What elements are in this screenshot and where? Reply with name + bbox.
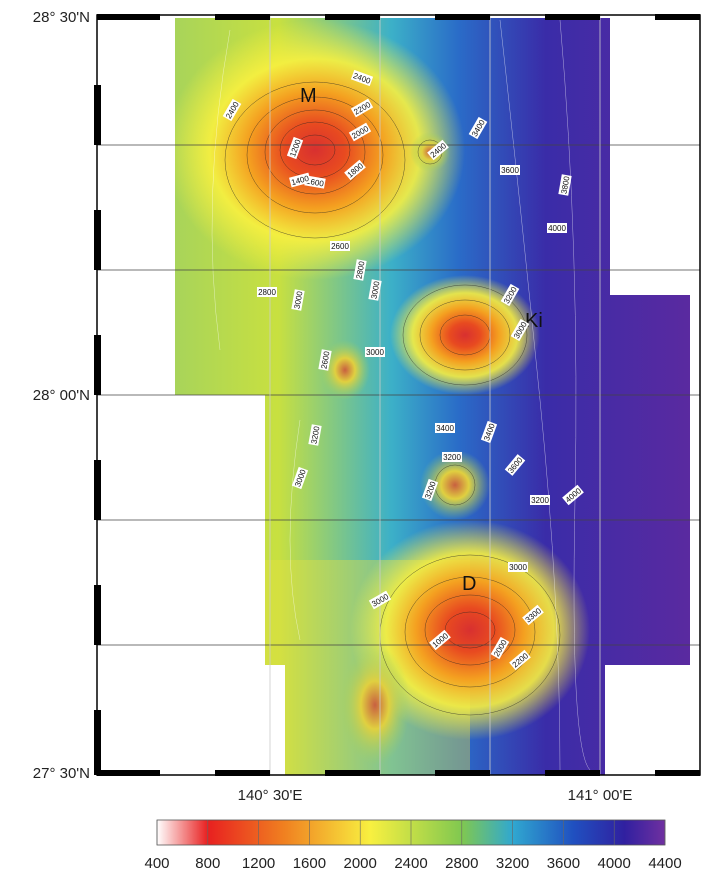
contour-label-box — [257, 287, 277, 297]
colorbar-tick-label: 2000 — [344, 855, 377, 872]
colorbar-tick-label: 4000 — [598, 855, 631, 872]
contour-label-box — [289, 172, 311, 188]
contour-label-box — [510, 318, 530, 342]
contour-label: 3200 — [531, 496, 549, 505]
contour-label-box — [468, 116, 488, 140]
lat-label: 28° 00'N — [33, 387, 90, 404]
colorbar-tick-label: 1200 — [242, 855, 275, 872]
depth-surface — [175, 18, 690, 775]
contour-label-box — [421, 478, 439, 502]
contour-label-box — [350, 98, 374, 118]
lat-label: 27° 30'N — [33, 765, 90, 782]
contour-label-box — [530, 495, 550, 505]
contour-label: 4000 — [548, 224, 566, 233]
contour-label-box — [291, 466, 309, 490]
colorbar-tick-label: 2400 — [394, 855, 427, 872]
contour-label-box — [291, 289, 305, 311]
feature-label: Ki — [525, 310, 543, 332]
colorbar-tick-label: 3600 — [547, 855, 580, 872]
graticule — [97, 15, 700, 775]
contour-label-box — [508, 562, 528, 572]
contour-label: 3600 — [501, 166, 519, 175]
contour-label-box — [547, 223, 567, 233]
contour-label-box — [427, 139, 449, 161]
contour-label-box — [562, 484, 584, 506]
lat-label: 28° 30'N — [33, 9, 90, 26]
contour-label-box — [353, 259, 367, 281]
contour-label-box — [222, 98, 242, 122]
contour-label: 3000 — [509, 563, 527, 572]
lon-label: 140° 30'E — [238, 787, 303, 804]
contour-label-box — [509, 649, 531, 671]
contour-label-box — [350, 69, 374, 87]
contour-label-box — [286, 136, 304, 160]
contour-label-box — [429, 629, 451, 651]
contour-label-box — [318, 349, 332, 371]
feature-label: D — [462, 573, 476, 595]
colorbar-tick-label: 3200 — [496, 855, 529, 872]
contour-label-box — [344, 159, 366, 181]
map-frame — [94, 14, 701, 776]
colorbar-tick-label: 400 — [144, 855, 169, 872]
colorbar-ticks: 400 800 1200 1600 2000 2400 2800 3200 3600 4000 44… — [144, 820, 682, 872]
colorbar-tick-label: 1600 — [293, 855, 326, 872]
contour-label: 3800 — [560, 175, 572, 195]
contour-label: 3400 — [436, 424, 454, 433]
contour-label: 3000 — [293, 290, 305, 310]
contour-label: 2800 — [258, 288, 276, 297]
contour-label: 1600 — [305, 177, 325, 189]
contour-label-box — [365, 347, 385, 357]
contour-label-box — [368, 279, 382, 301]
contour-label: 2600 — [320, 350, 332, 370]
contour-label: 3200 — [443, 453, 461, 462]
colorbar-tick-label: 2800 — [445, 855, 478, 872]
contour-label-box — [368, 590, 392, 610]
contour-label: 3000 — [366, 348, 384, 357]
contour-label-box — [504, 454, 526, 476]
contour-label-box — [522, 604, 544, 626]
contour-label-box — [330, 241, 350, 251]
contour-label-box — [490, 636, 510, 660]
contour-label-box — [500, 165, 520, 175]
contour-label: 2600 — [331, 242, 349, 251]
contour-label: 2800 — [355, 260, 367, 280]
contour-label-box — [442, 452, 462, 462]
contour-label-box — [435, 423, 455, 433]
lon-label: 141° 00'E — [568, 787, 633, 804]
colorbar-tick-label: 4400 — [648, 855, 681, 872]
contour-label: 3000 — [370, 280, 382, 300]
contour-label-box — [348, 122, 372, 142]
feature-label: M — [300, 85, 317, 107]
contour-label-box — [500, 283, 520, 307]
contour-label-box — [558, 174, 572, 196]
colorbar-tick-label: 800 — [195, 855, 220, 872]
contour-label-box — [480, 420, 498, 444]
contour-label-box — [308, 424, 322, 446]
contour-label: 3200 — [310, 425, 322, 445]
